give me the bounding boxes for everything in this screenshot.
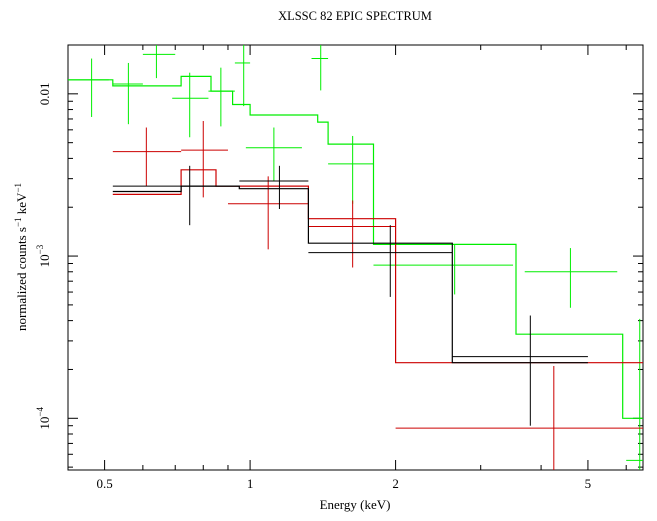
series-1-model: [112, 169, 643, 364]
x-tick-label: 0.5: [96, 476, 112, 491]
y-tick-label: 10−3: [35, 244, 52, 267]
y-axis-label-part2: keV: [14, 192, 29, 218]
x-tick-label: 2: [392, 476, 399, 491]
series-1: [112, 121, 643, 470]
series-0-model: [68, 75, 643, 419]
svg-text:0.01: 0.01: [37, 82, 52, 105]
svg-text:10−3: 10−3: [35, 244, 52, 267]
series-2: [112, 165, 588, 426]
plot-frame: [67, 44, 644, 471]
x-tick-labels: 0.5 1 2 5: [96, 476, 591, 491]
chart-title: XLSSC 82 EPIC SPECTRUM: [278, 9, 432, 23]
series-0: [68, 45, 643, 470]
y-axis-label-part1: normalized counts s: [14, 227, 29, 331]
y-axis-label-exp1: −1: [13, 217, 23, 227]
x-axis-label: Energy (keV): [320, 497, 391, 512]
y-axis-label-exp2: −1: [13, 183, 23, 193]
y-tick-label: 10−4: [35, 407, 52, 430]
x-tick-label: 5: [585, 476, 592, 491]
series-layer: [68, 45, 643, 470]
y-tick-label: 0.01: [37, 82, 52, 105]
series-2-model: [112, 185, 588, 364]
y-tick-labels: 10−4 10−3 0.01: [35, 82, 52, 429]
x-tick-label: 1: [247, 476, 254, 491]
svg-text:10−4: 10−4: [35, 407, 52, 430]
axis-ticks: [68, 44, 643, 470]
y-axis-label: normalized counts s−1 keV−1: [13, 183, 29, 331]
